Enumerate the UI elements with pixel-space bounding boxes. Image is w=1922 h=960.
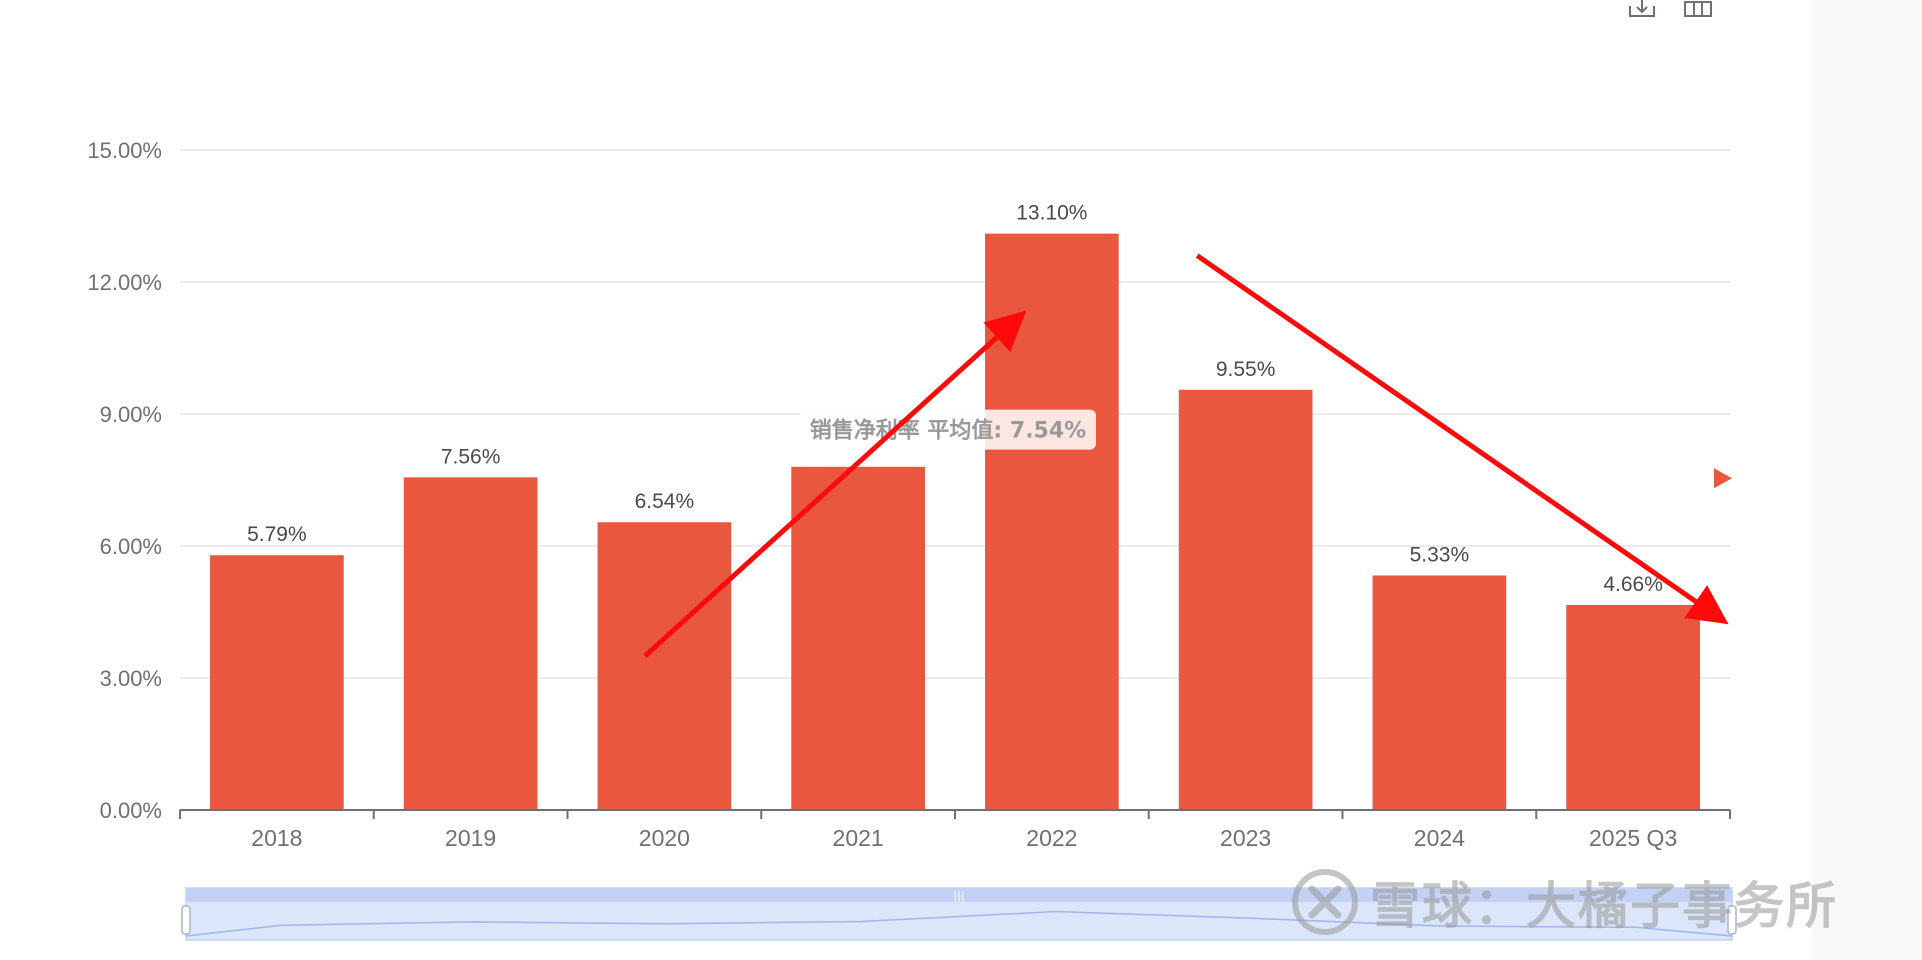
- bar[interactable]: [403, 477, 538, 810]
- bar[interactable]: [985, 233, 1119, 811]
- y-tick-label: 15.00%: [87, 138, 162, 163]
- download-icon[interactable]: [1626, 0, 1658, 22]
- x-tick-label: 2023: [1220, 825, 1271, 851]
- trend-arrow: [1195, 253, 1729, 625]
- y-tick-label: 0.00%: [100, 798, 162, 823]
- data-label: 6.54%: [635, 490, 695, 513]
- x-tick-label: 2020: [639, 825, 690, 851]
- data-label: 5.79%: [247, 523, 307, 546]
- watermark-text: 雪球：大橘子事务所: [1370, 877, 1838, 935]
- x-tick-label: 2022: [1026, 825, 1077, 851]
- data-view-icon[interactable]: [1682, 0, 1714, 22]
- data-label: 4.66%: [1603, 573, 1663, 596]
- zoom-preview-line: [185, 910, 1733, 937]
- markline-arrow-icon: [1714, 468, 1732, 489]
- markline-label: 销售净利率 平均值: 7.54%: [810, 418, 1086, 444]
- x-tick-label: 2024: [1414, 825, 1465, 851]
- x-tick-label: 2025 Q3: [1589, 825, 1677, 851]
- data-label: 13.10%: [1016, 202, 1087, 225]
- x-tick-label: 2018: [251, 825, 302, 851]
- data-label: 5.33%: [1410, 543, 1470, 566]
- bar[interactable]: [1372, 575, 1507, 810]
- y-tick-label: 3.00%: [100, 666, 162, 691]
- markline-label-bg: [800, 409, 1096, 450]
- zoom-move-bar[interactable]: [186, 888, 1732, 902]
- y-tick-label: 12.00%: [87, 270, 162, 295]
- trend-arrow: [643, 310, 1027, 658]
- side-panel: [1812, 0, 1922, 960]
- data-label: 9.55%: [1216, 358, 1276, 381]
- bar[interactable]: [1178, 389, 1313, 810]
- x-tick-label: 2019: [445, 825, 496, 851]
- zoom-grip-icon: |||: [953, 889, 964, 902]
- bar[interactable]: [1566, 604, 1700, 810]
- watermark: 雪球：大橘子事务所: [1290, 866, 1838, 938]
- bar[interactable]: [791, 466, 925, 810]
- y-tick-label: 9.00%: [100, 402, 162, 427]
- bar[interactable]: [597, 522, 732, 810]
- bar[interactable]: [210, 555, 344, 810]
- y-tick-label: 6.00%: [100, 534, 162, 559]
- zoom-handle-right[interactable]: [1727, 905, 1737, 935]
- xueqiu-logo-icon: [1292, 869, 1358, 935]
- data-label: 7.56%: [441, 445, 501, 468]
- x-tick-label: 2021: [833, 825, 884, 851]
- zoom-handle-left[interactable]: [181, 905, 191, 935]
